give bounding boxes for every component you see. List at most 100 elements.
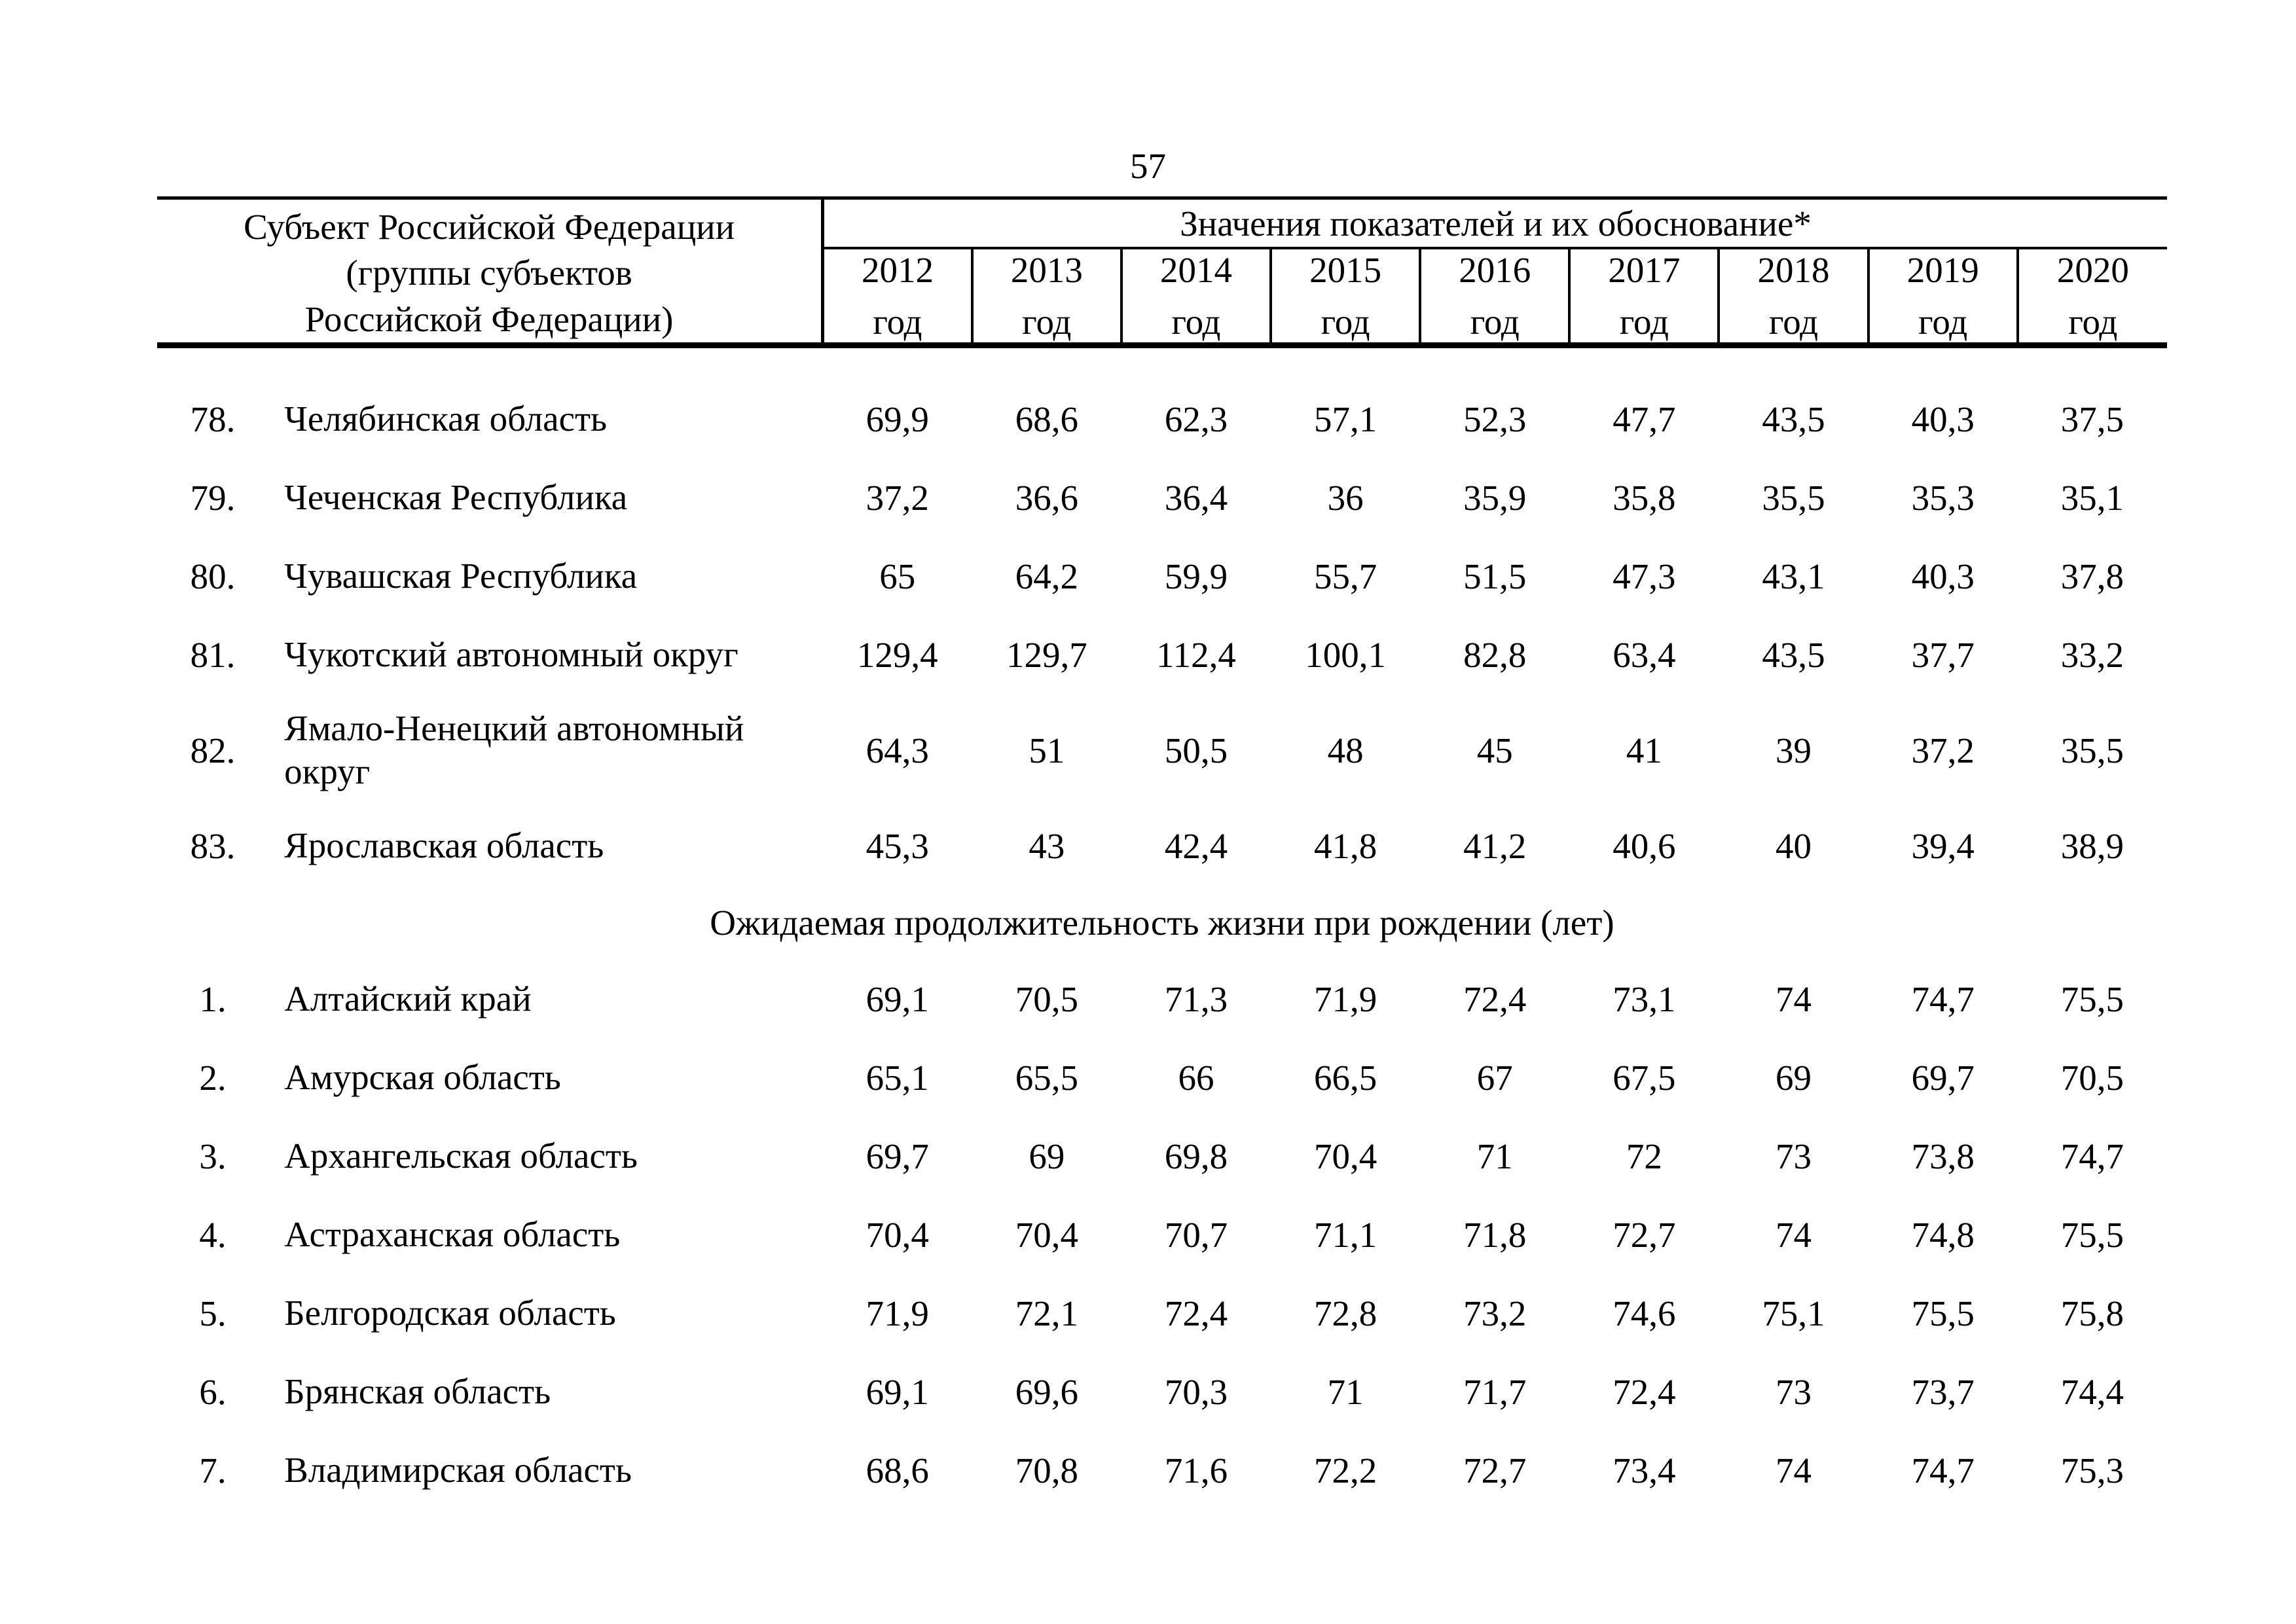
value-cell: 41,2 (1463, 825, 1527, 866)
value-cell: 67,5 (1613, 1057, 1676, 1098)
value-cell: 35,5 (1762, 477, 1825, 518)
row-number-cell: 79. (190, 477, 236, 518)
value-cell: 72,4 (1164, 1293, 1228, 1333)
subject-name-cell: Владимирская область (284, 1450, 632, 1490)
value-cell: 75,5 (2060, 979, 2124, 1019)
row-number-cell: 78. (190, 399, 236, 439)
value-cell: 82,8 (1463, 634, 1527, 675)
value-cell: 70,3 (1164, 1371, 1228, 1412)
year-number: 2014 (1159, 250, 1232, 290)
table-row: 80. Чувашская Республика 65 64,2 59,9 55,7 51,… (157, 537, 2167, 615)
value-cell: 59,9 (1164, 556, 1228, 596)
value-cell: 37,2 (1911, 730, 1975, 770)
value-cell: 40,6 (1613, 825, 1676, 866)
value-cell: 36,6 (1015, 477, 1078, 518)
value-cell: 39 (1776, 730, 1812, 770)
value-cell: 72,8 (1314, 1293, 1377, 1333)
value-cell: 37,7 (1911, 634, 1975, 675)
value-cell: 37,2 (866, 477, 929, 518)
subject-name-cell: Чеченская Республика (284, 477, 628, 517)
value-cell: 69,1 (866, 979, 929, 1019)
value-cell: 45 (1476, 730, 1513, 770)
value-cell: 69,1 (866, 1371, 929, 1412)
year-number: 2017 (1608, 250, 1681, 290)
value-cell: 74,7 (1911, 979, 1975, 1019)
value-cell: 75,5 (2060, 1214, 2124, 1255)
table-row: 82. Ямало-Ненецкий автономный округ 64,3 51… (157, 694, 2167, 806)
indicators-table: Субъект Российской Федерации (группы суб… (157, 196, 2167, 1509)
value-cell: 67 (1476, 1057, 1513, 1098)
row-number-cell: 1. (199, 979, 227, 1019)
value-cell: 41,8 (1314, 825, 1377, 866)
value-cell: 35,9 (1463, 477, 1527, 518)
row-number-cell: 7. (199, 1450, 227, 1490)
subject-name-cell: Белгородская область (284, 1293, 616, 1333)
value-cell: 70,5 (1015, 979, 1078, 1019)
value-cell: 57,1 (1314, 399, 1377, 439)
year-number: 2018 (1757, 250, 1830, 290)
subject-name-cell: Челябинская область (284, 399, 608, 439)
value-cell: 33,2 (2060, 634, 2124, 675)
value-cell: 73,4 (1613, 1450, 1676, 1490)
table-body: 78. Челябинская область 69,9 68,6 62,3 57,1 52… (157, 346, 2167, 1510)
value-cell: 75,3 (2060, 1450, 2124, 1490)
subject-name-cell: Чукотский автономный округ (284, 634, 738, 674)
value-cell: 71,6 (1164, 1450, 1228, 1490)
value-cell: 48 (1327, 730, 1364, 770)
year-label: год (1918, 302, 1968, 342)
value-cell: 51 (1029, 730, 1065, 770)
table-row: 2. Амурская область 65,1 65,5 66 66,5 67 67,5 69… (157, 1038, 2167, 1117)
year-label: год (1470, 302, 1520, 342)
year-label: год (1769, 302, 1819, 342)
value-cell: 69,7 (866, 1136, 929, 1176)
value-cell: 74 (1776, 1450, 1812, 1490)
row-number-cell: 4. (199, 1214, 227, 1255)
value-cell: 66 (1178, 1057, 1214, 1098)
value-cell: 71 (1476, 1136, 1513, 1176)
value-cell: 68,6 (1015, 399, 1078, 439)
values-group-header: Значения показателей и их обоснование* (822, 196, 2167, 249)
value-cell: 43,1 (1762, 556, 1825, 596)
value-cell: 43,5 (1762, 634, 1825, 675)
value-cell: 42,4 (1164, 825, 1228, 866)
table-row: 83. Ярославская область 45,3 43 42,4 41,8 41,2… (157, 806, 2167, 885)
value-cell: 75,5 (1911, 1293, 1975, 1333)
year-label: год (1321, 302, 1370, 342)
value-cell: 35,1 (2060, 477, 2124, 518)
value-cell: 72,4 (1463, 979, 1527, 1019)
year-header: 2012 год (821, 248, 972, 348)
value-cell: 70,4 (1015, 1214, 1078, 1255)
table-row: 7. Владимирская область 68,6 70,8 71,6 72,2 72… (157, 1431, 2167, 1509)
year-header: 2016 год (1419, 248, 1570, 348)
value-cell: 74 (1776, 979, 1812, 1019)
year-header: 2018 год (1717, 248, 1868, 348)
value-cell: 73 (1776, 1136, 1812, 1176)
value-cell: 69 (1776, 1057, 1812, 1098)
value-cell: 72 (1626, 1136, 1662, 1176)
value-cell: 45,3 (866, 825, 929, 866)
year-header: 2020 год (2016, 248, 2167, 348)
year-header: 2015 год (1269, 248, 1421, 348)
value-cell: 35,3 (1911, 477, 1975, 518)
year-label: год (1171, 302, 1221, 342)
value-cell: 129,7 (1006, 634, 1087, 675)
table-row: 5. Белгородская область 71,9 72,1 72,4 72,8 73… (157, 1274, 2167, 1352)
value-cell: 43,5 (1762, 399, 1825, 439)
subject-name-cell: Брянская область (284, 1371, 551, 1411)
value-cell: 72,7 (1463, 1450, 1527, 1490)
value-cell: 65 (879, 556, 916, 596)
year-header: 2013 год (970, 248, 1121, 348)
value-cell: 65,5 (1015, 1057, 1078, 1098)
header-row-top: Субъект Российской Федерации (группы суб… (157, 196, 2167, 348)
table-row: 79. Чеченская Республика 37,2 36,6 36,4 36 35,… (157, 458, 2167, 537)
subject-name-cell: Алтайский край (284, 979, 532, 1019)
value-cell: 71,8 (1463, 1214, 1527, 1255)
value-cell: 71,9 (866, 1293, 929, 1333)
value-cell: 69 (1029, 1136, 1065, 1176)
value-cell: 70,5 (2060, 1057, 2124, 1098)
value-cell: 70,8 (1015, 1450, 1078, 1490)
year-number: 2020 (2056, 250, 2129, 290)
subject-name-cell: Астраханская область (284, 1214, 621, 1254)
section-header: Ожидаемая продолжительность жизни при ро… (710, 902, 1614, 943)
value-cell: 72,2 (1314, 1450, 1377, 1490)
